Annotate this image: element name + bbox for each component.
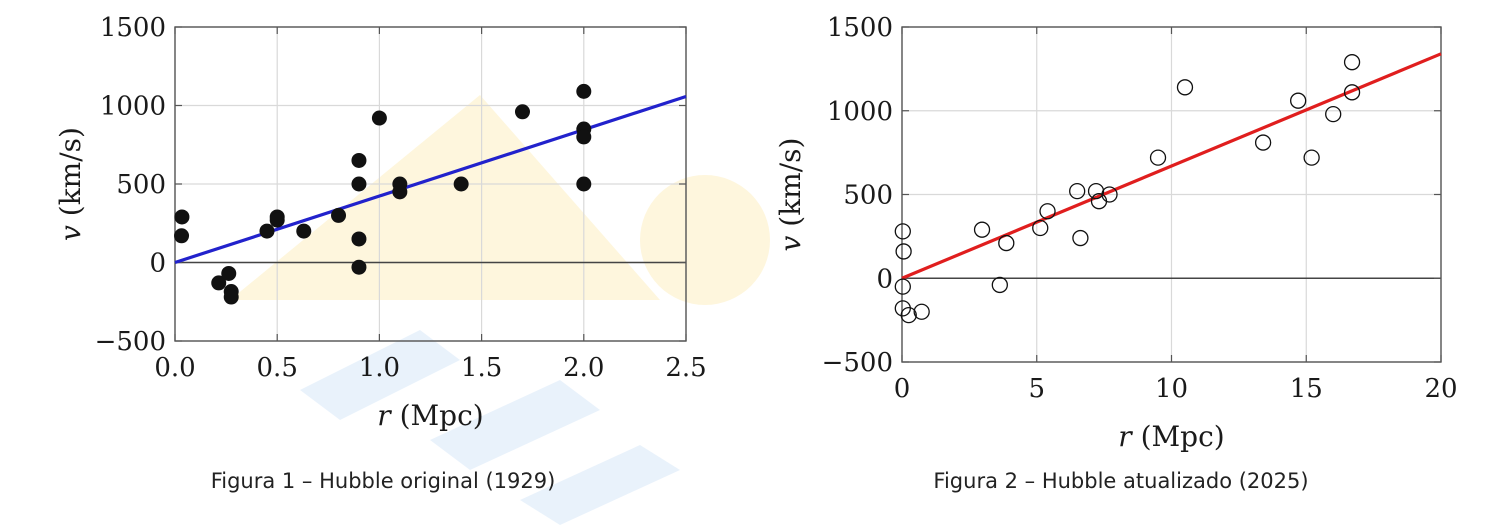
y-axis-variable: v (774, 227, 807, 252)
y-axis-label: v (km/s) (54, 127, 87, 241)
data-point (221, 265, 237, 281)
x-axis-unit: (Mpc) (400, 399, 484, 432)
data-point (576, 129, 592, 145)
data-point (1039, 203, 1056, 220)
y-tick-label: −500 (822, 348, 893, 378)
data-point (1325, 105, 1342, 123)
y-tick-label: 1500 (827, 13, 893, 43)
fit-line (174, 94, 687, 265)
x-tick-label: 5 (1028, 374, 1045, 404)
y-axis-unit: (km/s) (54, 127, 87, 216)
data-point (895, 243, 912, 260)
x-axis-label: r (Mpc) (377, 399, 483, 432)
y-tick-label: 0 (876, 264, 893, 294)
figure-caption: Figura 1 – Hubble original (1929) (211, 469, 556, 493)
data-point (576, 83, 592, 99)
y-tick-label: 1000 (100, 92, 166, 122)
y-tick-label: 1500 (100, 13, 166, 43)
data-point (894, 278, 911, 295)
data-point (1032, 219, 1049, 237)
data-point (331, 207, 347, 223)
y-axis-variable: v (54, 216, 87, 241)
y-tick-label: 500 (843, 181, 893, 211)
x-axis-variable: r (1118, 420, 1140, 453)
y-tick-label: 500 (116, 170, 166, 200)
data-point (894, 223, 911, 240)
y-axis-unit: (km/s) (774, 138, 807, 227)
x-tick-label: 1.0 (359, 353, 400, 383)
figure-caption: Figura 2 – Hubble atualizado (2025) (933, 469, 1308, 493)
x-tick-label: 20 (1424, 374, 1457, 404)
y-tick-label: 1000 (827, 97, 893, 127)
x-tick-label: 0.5 (257, 353, 298, 383)
data-point (211, 275, 227, 291)
data-point (1303, 149, 1320, 166)
x-tick-label: 15 (1290, 374, 1323, 404)
y-tick-label: −500 (95, 327, 166, 357)
data-point (1290, 92, 1307, 109)
data-point (351, 231, 367, 247)
data-point (1069, 182, 1086, 200)
data-point (1254, 134, 1272, 151)
data-point (371, 110, 387, 126)
data-point (351, 259, 367, 275)
data-point (351, 176, 367, 192)
data-point (998, 234, 1015, 252)
data-point (576, 176, 592, 192)
data-point (991, 276, 1008, 294)
data-point (1176, 79, 1194, 96)
x-axis-variable: r (377, 399, 399, 432)
x-axis-unit: (Mpc) (1141, 420, 1225, 453)
y-tick-label: 0 (149, 249, 166, 279)
fit-line (901, 52, 1442, 280)
x-axis-label: r (Mpc) (1118, 420, 1224, 453)
data-point (223, 289, 239, 305)
data-point (1087, 182, 1105, 200)
data-point (392, 176, 408, 192)
data-point (514, 104, 530, 120)
data-point (894, 300, 911, 317)
data-point (269, 212, 285, 228)
x-tick-label: 0 (894, 374, 911, 404)
x-tick-label: 2.5 (665, 353, 706, 383)
x-tick-label: 2.0 (563, 353, 604, 383)
x-tick-label: 1.5 (461, 353, 502, 383)
data-point (259, 223, 275, 239)
data-point (1072, 229, 1089, 247)
data-point (1343, 54, 1361, 71)
data-point (900, 306, 917, 324)
data-point (1149, 149, 1167, 166)
data-point (1101, 186, 1118, 203)
data-point (453, 176, 469, 192)
x-tick-label: 10 (1155, 374, 1188, 404)
data-point (973, 221, 991, 238)
data-point (296, 223, 312, 239)
data-point (174, 228, 190, 244)
data-point (1343, 84, 1361, 101)
data-point (351, 152, 367, 168)
y-axis-label: v (km/s) (774, 138, 807, 252)
data-point (174, 209, 190, 225)
data-point (913, 303, 930, 320)
x-tick-label: 0.0 (154, 353, 195, 383)
